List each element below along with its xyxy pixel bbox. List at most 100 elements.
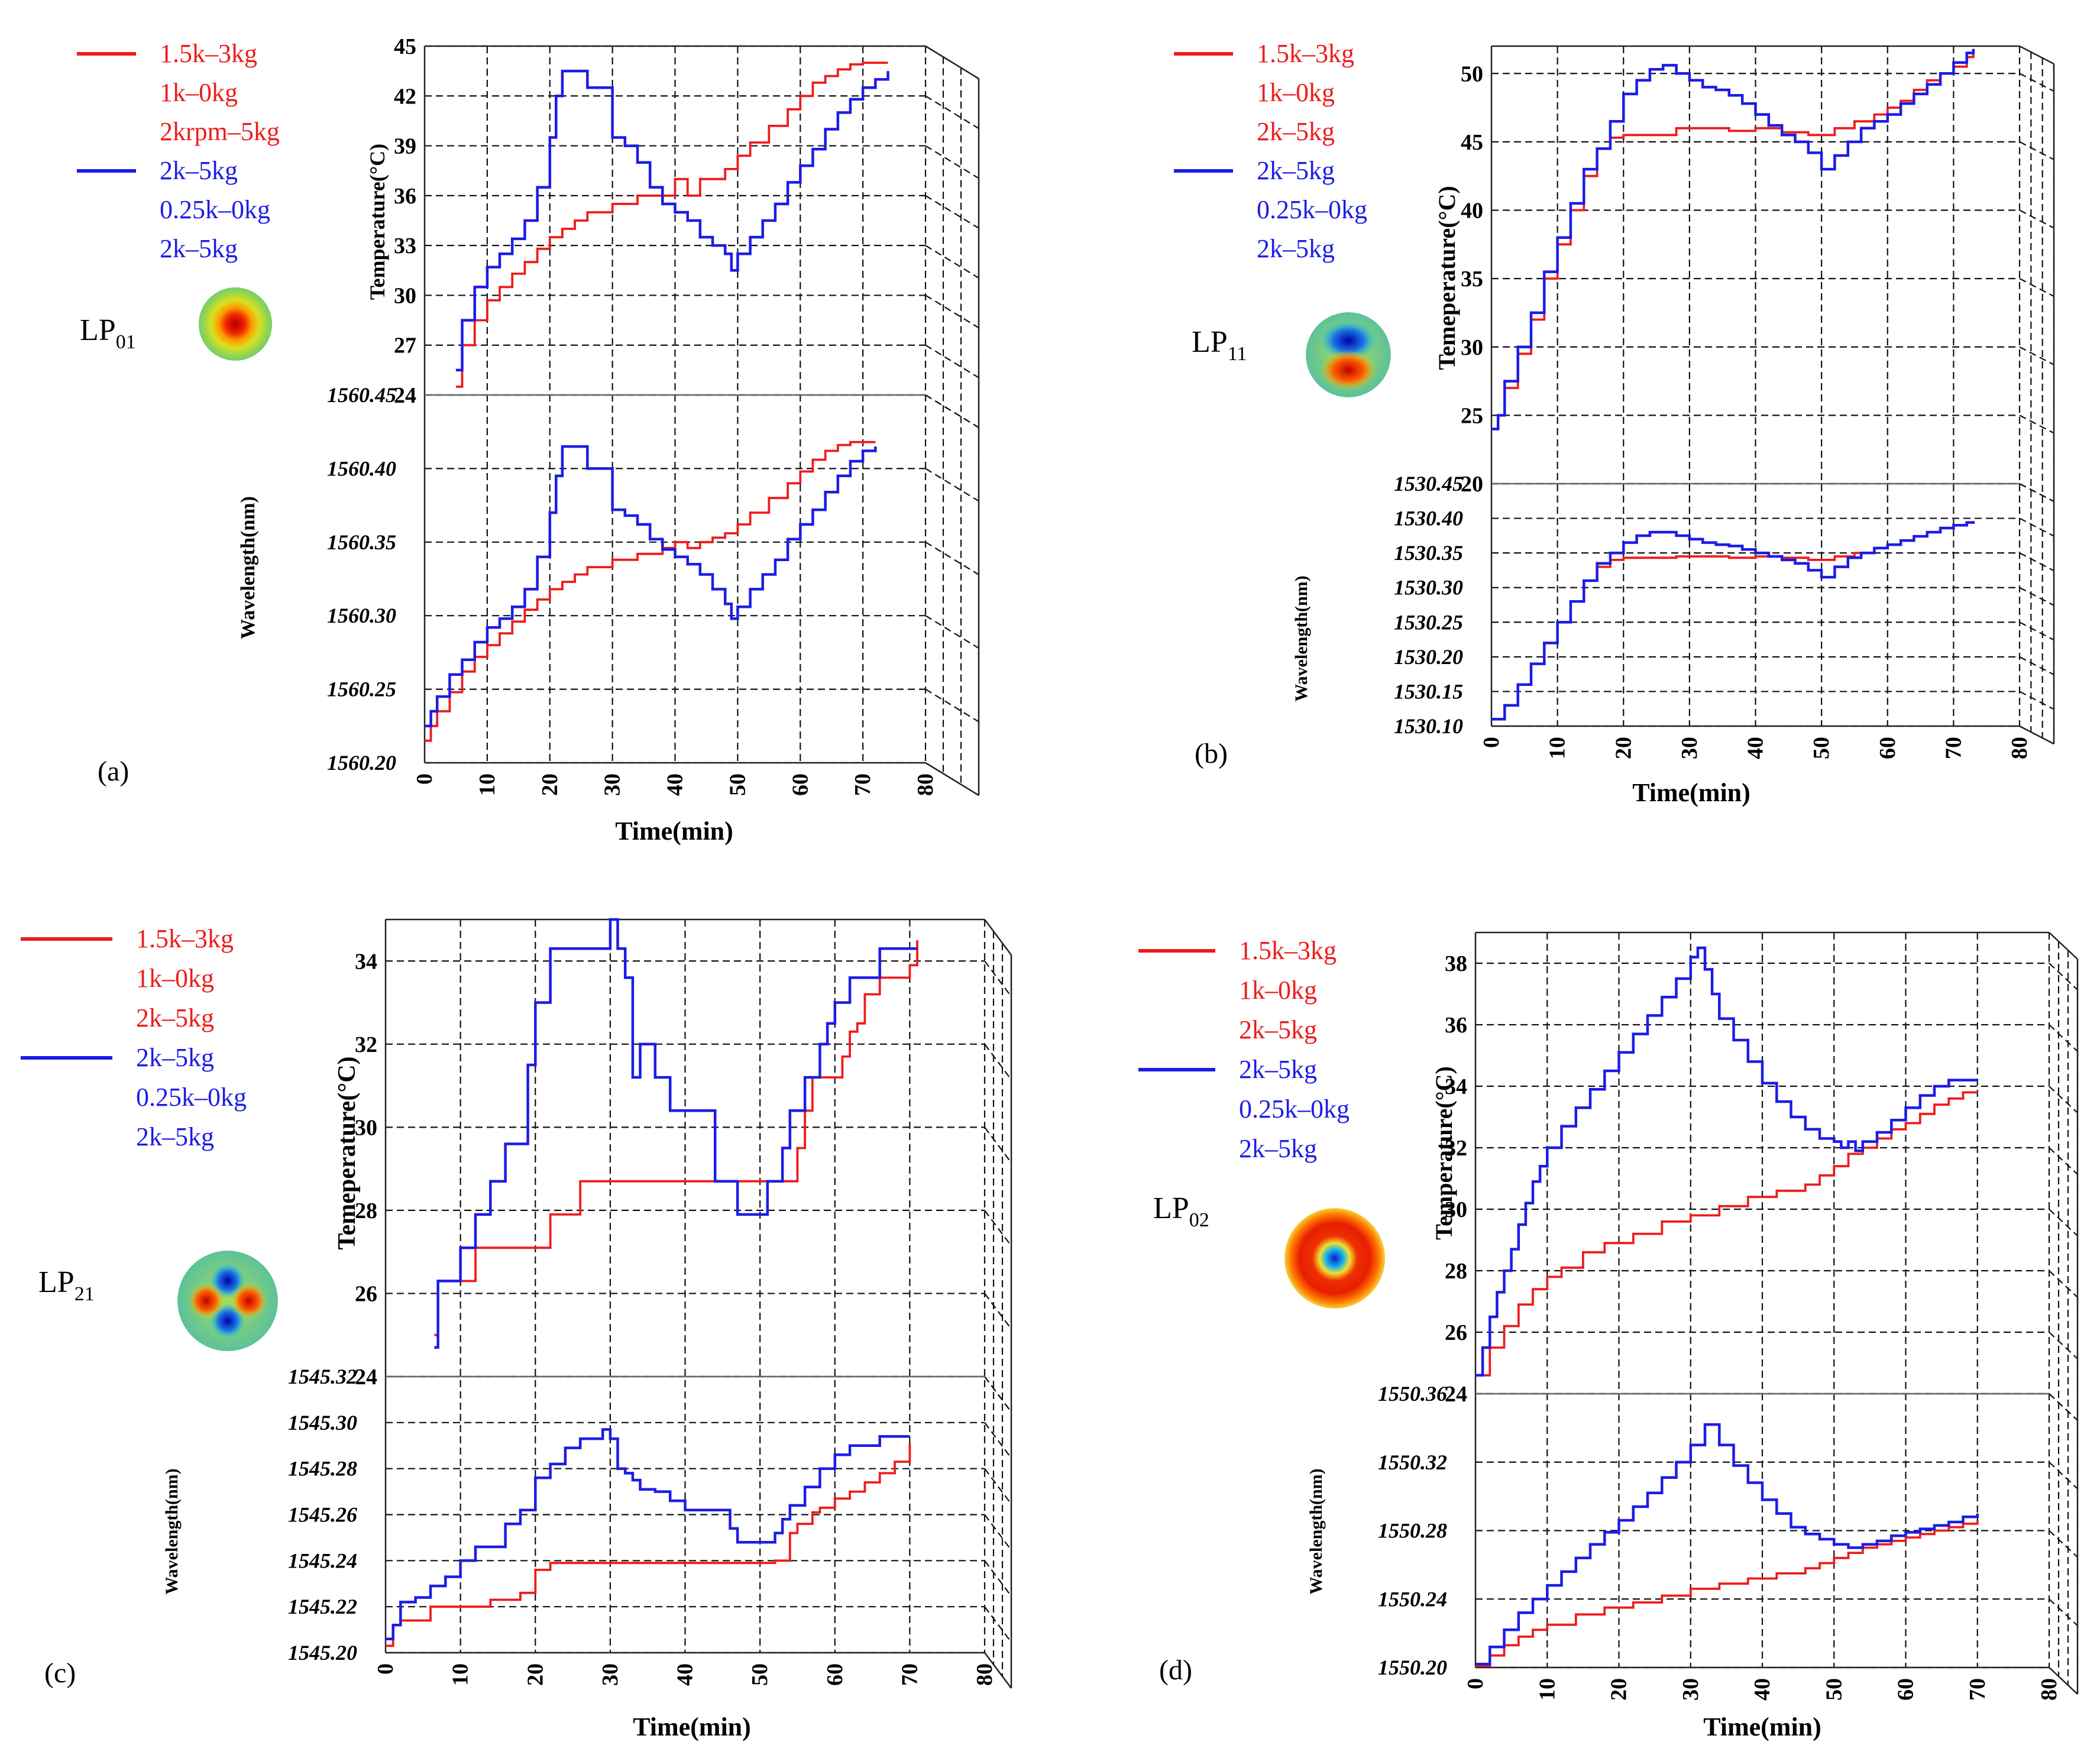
y-tick-label-top: 30 (1461, 335, 1483, 360)
x-tick-label: 70 (850, 773, 875, 796)
grid-line-depth (2049, 1270, 2078, 1298)
depth-edge-top (2049, 932, 2078, 960)
grid-line-depth (2049, 1393, 2078, 1421)
grid-line-depth (2019, 73, 2054, 92)
y-axis-title-top: Temeperature(°C) (334, 1056, 361, 1249)
grid-line-depth (2049, 1332, 2078, 1359)
y-tick-label-bottom: 1530.25 (1394, 610, 1463, 634)
grid-line-depth (925, 245, 979, 279)
y-tick-label-bottom: 1530.15 (1394, 679, 1463, 703)
legend-label: 2k–5kg (1239, 1015, 1317, 1044)
mode-disk (199, 287, 272, 361)
depth-edge-top (925, 45, 979, 80)
y-tick-label-top: 30 (394, 283, 416, 308)
chart-panel-a: 24 27 30 33 36 39 42 45 1560.20 1560.25 1560.30 156… (77, 34, 980, 846)
chart-panel-b: 20 25 30 35 40 45 50 1530.10 1530.15 1530.20 1530.… (1174, 39, 2055, 807)
legend-label: 2k–5kg (1239, 1134, 1317, 1163)
y-axis-title-bottom: Wavelength(nm) (162, 1468, 182, 1594)
depth-edge-top (984, 919, 1012, 956)
grid-line-depth (2019, 621, 2054, 641)
y-tick-label-top: 32 (355, 1032, 377, 1057)
y-tick-label-top: 24 (1445, 1382, 1467, 1407)
x-tick-label: 10 (1545, 737, 1570, 759)
grid-line-depth (2049, 1086, 2078, 1113)
y-tick-label-bottom: 1550.20 (1378, 1656, 1447, 1679)
series-line-top-red (1475, 1091, 1978, 1377)
y-tick-label-bottom: 1550.28 (1378, 1519, 1447, 1543)
y-tick-label-top: 36 (394, 184, 416, 209)
legend-label: 2k–5kg (1257, 117, 1335, 146)
grid-line-depth (2049, 1209, 2078, 1236)
y-tick-label-top: 36 (1445, 1013, 1467, 1038)
y-tick-label-top: 28 (1445, 1259, 1467, 1284)
grid-line-depth (2049, 1147, 2078, 1175)
panel-letter: (b) (1195, 738, 1228, 769)
y-tick-label-bottom: 1545.24 (288, 1549, 357, 1572)
mode-pattern-image (1306, 312, 1391, 397)
y-axis-title-bottom: Wavelength(nm) (1306, 1468, 1326, 1594)
legend-label: 1k–0kg (160, 78, 238, 107)
y-tick-label-bottom: 1550.32 (1378, 1450, 1447, 1474)
legend-label: 2k–5kg (160, 156, 238, 185)
legend-label: 1k–0kg (1239, 976, 1317, 1005)
x-tick-label: 60 (823, 1663, 847, 1686)
grid-line-depth (984, 1044, 1012, 1080)
panel-letter: (c) (44, 1657, 76, 1689)
grid-line-depth (984, 1210, 1012, 1246)
y-tick-label-bottom: 1545.22 (288, 1595, 357, 1618)
x-tick-label: 50 (1809, 737, 1834, 759)
y-tick-label-top: 38 (1445, 951, 1467, 976)
mode-label-subscript: 21 (75, 1283, 95, 1305)
grid-line-depth (925, 344, 979, 378)
grid-line-depth (2049, 1461, 2078, 1490)
y-tick-label-top: 35 (1461, 267, 1483, 292)
grid-line-depth (2019, 483, 2054, 502)
y-tick-label-top: 26 (355, 1281, 377, 1306)
x-tick-label: 10 (1535, 1678, 1559, 1701)
x-axis-title: Time(min) (633, 1712, 751, 1741)
series-line-bottom-red (1475, 1520, 1979, 1667)
x-tick-label: 50 (725, 773, 750, 796)
mode-label-main: LP (1192, 325, 1228, 359)
y-tick-label-bottom: 1545.32 (288, 1365, 357, 1388)
grid (1475, 932, 2079, 1695)
legend-label: 2k–5kg (136, 1043, 214, 1072)
y-tick-label-bottom: 1530.45 (1394, 472, 1463, 496)
depth-edge-bottom (2019, 725, 2054, 745)
y-tick-label-top: 50 (1461, 61, 1483, 86)
mode-label: LP21 (38, 1265, 95, 1305)
legend-label: 2k–5kg (160, 234, 238, 263)
grid-line-depth (2049, 1024, 2078, 1052)
axes-frame (1474, 931, 2079, 1695)
y-tick-label-bottom: 1560.45 (327, 383, 396, 407)
mode-lobe-blue (1320, 320, 1377, 361)
series-line-top-blue (455, 69, 889, 372)
series-line-top-red (455, 61, 888, 388)
y-tick-label-bottom: 1560.40 (327, 456, 396, 480)
x-tick-label: 40 (663, 773, 688, 796)
grid-line-depth (925, 294, 979, 329)
legend-label: 2k–5kg (1239, 1055, 1317, 1084)
grid-line-depth (2019, 278, 2054, 297)
y-tick-label-top: 27 (394, 333, 416, 358)
x-axis-title: Time(min) (1632, 778, 1750, 807)
series-line-bottom-blue (1475, 1423, 1979, 1666)
y-tick-label-top: 45 (394, 34, 416, 59)
y-tick-label-top: 26 (1445, 1320, 1467, 1345)
x-tick-label: 30 (1677, 737, 1702, 759)
grid-line-depth (925, 615, 979, 649)
mode-lobe-red (189, 1283, 224, 1319)
grid-line-depth (925, 95, 979, 129)
x-tick-label: 30 (600, 773, 625, 796)
legend-label: 1.5k–3kg (160, 39, 257, 68)
y-axis-title-top: Temperature(°C) (365, 144, 389, 300)
mode-pattern-image (177, 1251, 278, 1351)
x-tick-label: 40 (1750, 1678, 1775, 1701)
y-tick-label-top: 30 (1445, 1197, 1467, 1222)
y-axis-title-bottom: Wavelength(nm) (237, 496, 259, 639)
mode-label-subscript: 02 (1189, 1209, 1209, 1231)
grid-line-depth (925, 145, 979, 179)
y-tick-label-bottom: 1560.30 (327, 604, 396, 627)
grid-line-depth (925, 688, 979, 723)
